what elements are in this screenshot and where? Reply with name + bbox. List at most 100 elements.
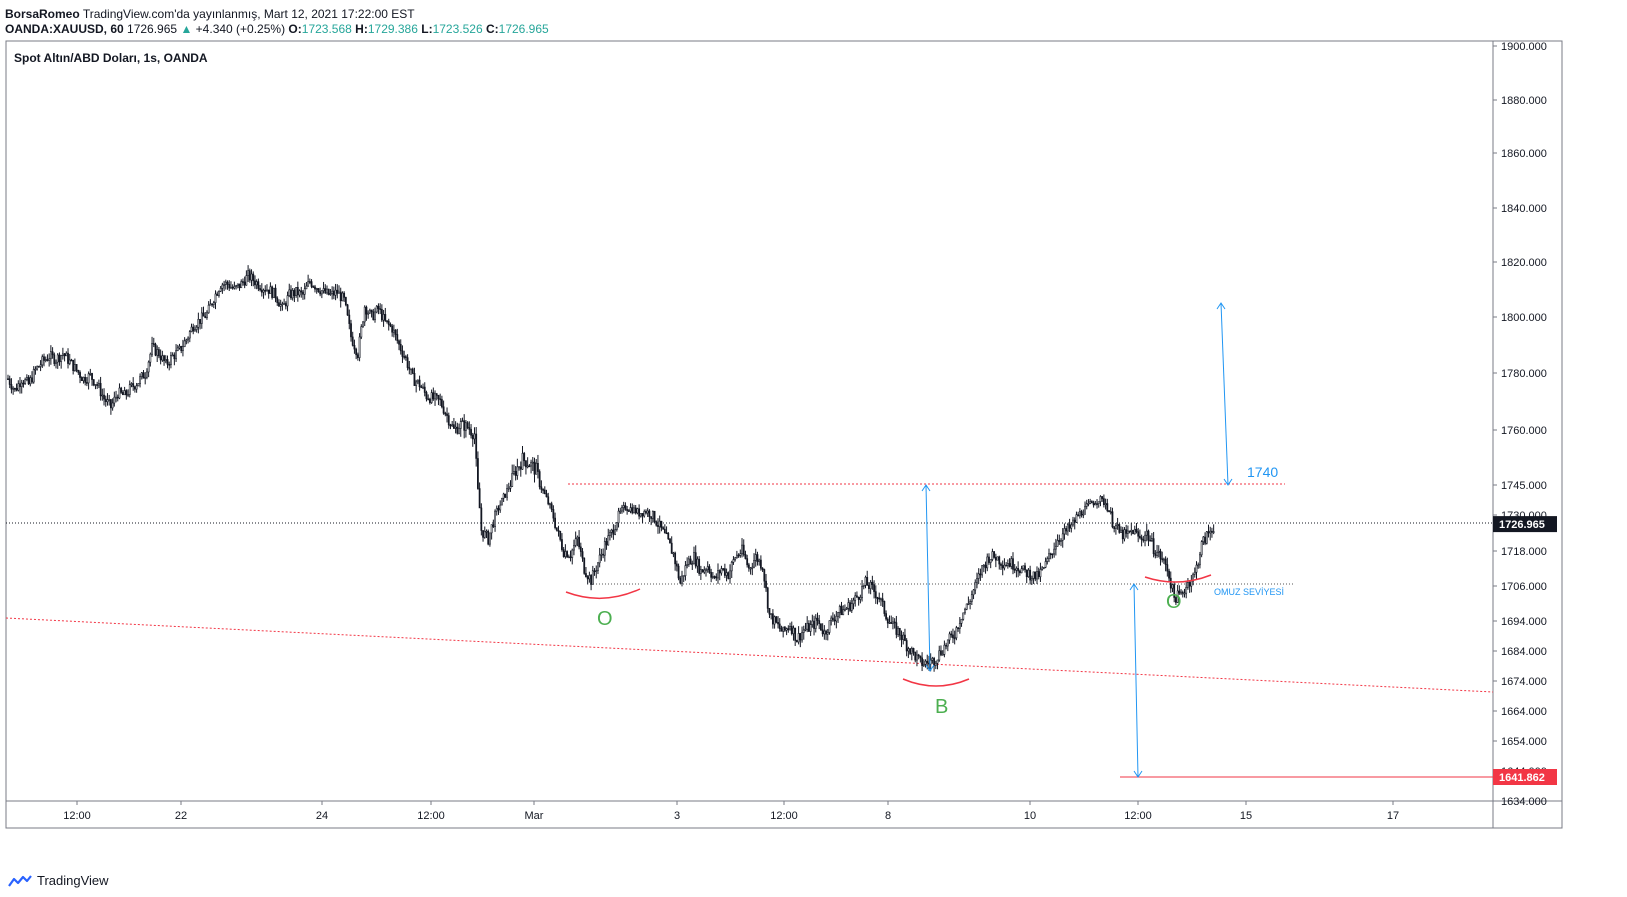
- candle-down: [538, 471, 541, 488]
- candle-down: [557, 529, 560, 532]
- candle-up: [844, 609, 846, 611]
- candle-down: [260, 289, 263, 293]
- candle-down: [713, 576, 716, 578]
- candle-down: [504, 493, 507, 498]
- candle-up: [511, 473, 514, 487]
- candle-down: [435, 393, 438, 396]
- candle-up: [410, 368, 412, 371]
- candle-up: [44, 359, 47, 361]
- candle-up: [835, 615, 838, 622]
- candle-down: [631, 507, 634, 514]
- candle-down: [10, 384, 13, 390]
- time-axis[interactable]: 12:00 22 24 12:00 Mar 3 12:00 8 10 12:00 15 17: [63, 801, 1399, 822]
- candle-up: [60, 355, 63, 363]
- candle-down: [202, 312, 205, 317]
- candle-up: [250, 273, 253, 281]
- candle-up: [39, 364, 42, 367]
- candle-down: [1001, 565, 1004, 569]
- price-label: 1840.000: [1501, 203, 1547, 215]
- brand-name: TradingView: [37, 873, 109, 888]
- candle-down: [452, 424, 455, 429]
- candle-down: [420, 386, 423, 389]
- candle-down: [116, 396, 119, 399]
- candle-up: [526, 465, 529, 468]
- candle-down: [302, 291, 304, 295]
- candle-down: [310, 281, 313, 287]
- time-label: 17: [1387, 810, 1399, 822]
- candle-up: [506, 488, 508, 498]
- candle-down: [1090, 501, 1093, 504]
- candle-down: [540, 486, 543, 490]
- candle-up: [25, 377, 28, 380]
- candle-down: [655, 521, 658, 526]
- author-name[interactable]: BorsaRomeo: [5, 7, 80, 21]
- candle-down: [780, 628, 783, 632]
- candle-down: [154, 343, 157, 356]
- candle-down: [1017, 568, 1020, 572]
- candle-up: [499, 504, 502, 511]
- candle-down: [248, 270, 251, 281]
- price-axis[interactable]: 1900.000 1880.000 1860.000 1840.000 1820.000…: [1493, 41, 1557, 808]
- candle-down: [998, 556, 1001, 565]
- candles: [7, 265, 1215, 672]
- candle-up: [725, 572, 728, 576]
- candle-down: [1132, 529, 1134, 535]
- candle-down: [406, 357, 409, 368]
- candle-down: [993, 551, 996, 558]
- candle-down: [768, 608, 771, 615]
- publish-date: TradingView.com'da yayınlanmış, Mart 12,…: [82, 7, 415, 21]
- candle-down: [1125, 529, 1128, 534]
- candle-up: [682, 575, 685, 577]
- candle-up: [828, 620, 831, 633]
- candle-up: [245, 275, 248, 286]
- candle-down: [1188, 582, 1191, 587]
- candle-up: [200, 312, 203, 324]
- candle-down: [787, 628, 790, 630]
- candle-down: [818, 620, 821, 624]
- candle-up: [1202, 536, 1205, 542]
- candle-up: [315, 288, 318, 290]
- candle-down: [689, 558, 692, 565]
- candle-down: [833, 619, 836, 622]
- candle-up: [1063, 528, 1066, 535]
- candle-down: [650, 516, 653, 519]
- candle-down: [638, 508, 641, 517]
- candle-up: [501, 497, 503, 506]
- time-label: 24: [316, 810, 328, 822]
- time-label: 22: [175, 810, 187, 822]
- candle-down: [440, 399, 443, 408]
- candle-down: [1204, 536, 1206, 544]
- neckline-label: OMUZ SEVİYESİ: [1214, 587, 1284, 597]
- candle-down: [228, 284, 231, 289]
- candle-down: [264, 289, 267, 292]
- candle-down: [1008, 563, 1011, 567]
- candle-down: [1139, 535, 1141, 539]
- candle-down: [391, 325, 394, 333]
- footer-brand[interactable]: TradingView: [7, 873, 109, 888]
- candle-up: [1041, 567, 1044, 570]
- symbol-name: OANDA:XAUUSD, 60: [5, 22, 124, 36]
- open-label: O:: [288, 22, 302, 36]
- candle-up: [741, 544, 743, 555]
- candle-down: [324, 288, 327, 294]
- candle-down: [401, 350, 404, 357]
- candle-up: [367, 312, 370, 315]
- candle-down: [519, 466, 522, 470]
- candle-up: [986, 556, 989, 569]
- candle-down: [1092, 502, 1095, 506]
- candle-down: [759, 559, 762, 569]
- candle-down: [871, 581, 874, 585]
- candle-up: [607, 535, 610, 546]
- candle-up: [651, 510, 654, 519]
- candle-down: [1159, 550, 1162, 560]
- candle-down: [1025, 569, 1028, 578]
- candle-down: [581, 551, 584, 559]
- candle-down: [284, 303, 287, 307]
- time-label: 12:00: [417, 810, 445, 822]
- candle-up: [223, 284, 225, 286]
- candle-down: [339, 291, 342, 302]
- candle-up: [622, 505, 625, 508]
- candle-up: [209, 303, 212, 306]
- candle-down: [356, 354, 359, 358]
